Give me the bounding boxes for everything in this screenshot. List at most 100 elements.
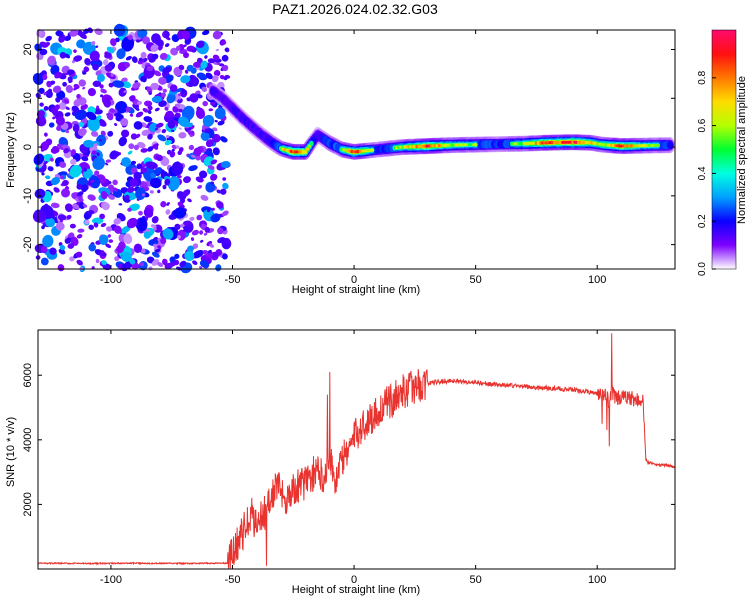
noise-blob [212, 127, 218, 132]
noise-blob [56, 125, 62, 131]
noise-blob [59, 52, 67, 59]
noise-blob [54, 71, 62, 79]
noise-blob [129, 95, 136, 102]
noise-blob [43, 161, 48, 165]
noise-blob [32, 209, 46, 223]
noise-blob [83, 66, 90, 72]
noise-blob [69, 164, 82, 178]
noise-blob [178, 127, 182, 130]
noise-blob [220, 41, 227, 45]
noise-blob [75, 251, 83, 258]
noise-blob [175, 45, 181, 51]
noise-blob [136, 100, 143, 106]
noise-blob [148, 91, 152, 95]
noise-blob [135, 217, 148, 232]
noise-blob [152, 143, 159, 149]
noise-blob [189, 93, 199, 103]
noise-blob [222, 177, 227, 181]
noise-blob [170, 129, 175, 132]
noise-blob [89, 50, 100, 62]
noise-blob [171, 148, 175, 152]
noise-blob [204, 128, 210, 134]
noise-blob [142, 36, 151, 45]
noise-blob [147, 133, 153, 140]
noise-blob [208, 108, 213, 112]
noise-blob [55, 221, 65, 231]
noise-blob [174, 103, 181, 108]
noise-blob [176, 87, 183, 93]
colorbar-tick-label: 0.4 [697, 166, 708, 180]
noise-blob [212, 74, 219, 83]
noise-blob [200, 60, 208, 69]
colorbar-label: Normalized spectral amplitude [736, 76, 748, 224]
noise-blob [113, 218, 122, 225]
noise-blob [150, 224, 157, 229]
noise-blob [82, 86, 86, 90]
noise-blob [200, 239, 204, 243]
noise-blob [147, 110, 152, 114]
noise-blob [127, 207, 132, 212]
noise-blob [67, 76, 73, 82]
noise-blob [201, 86, 208, 93]
noise-blob [151, 251, 160, 258]
noise-blob [197, 184, 203, 189]
noise-blob [141, 129, 151, 136]
noise-blob [183, 52, 189, 59]
x-tick-label: 100 [588, 274, 606, 286]
noise-blob [141, 75, 147, 83]
noise-blob [107, 130, 114, 137]
noise-blob [58, 248, 66, 255]
noise-blob [215, 264, 222, 272]
noise-blob [72, 203, 80, 210]
noise-blob [64, 235, 68, 239]
noise-blob [175, 145, 180, 149]
noise-blob [118, 203, 123, 206]
noise-blob [161, 258, 168, 266]
noise-blob [125, 55, 132, 61]
noise-blob [154, 107, 160, 112]
noise-blob [112, 80, 125, 88]
noise-blob [133, 171, 142, 181]
noise-blob [43, 91, 47, 96]
snr-frame [37, 329, 676, 570]
noise-blob [61, 179, 69, 187]
noise-blob [109, 108, 116, 113]
noise-blob [169, 84, 178, 92]
spectrogram-x-ticks: -100 -50 0 50 100 [100, 30, 606, 286]
noise-blob [191, 229, 199, 236]
noise-blob [81, 156, 89, 162]
noise-blob [45, 217, 56, 228]
noise-blob [205, 72, 213, 80]
noise-blob [187, 198, 192, 203]
noise-blob [165, 209, 171, 215]
noise-blob [114, 123, 118, 126]
noise-blob [166, 202, 170, 205]
noise-blob [215, 48, 220, 52]
noise-blob [139, 262, 145, 267]
noise-blob [129, 258, 136, 265]
noise-blob [54, 104, 60, 111]
ridge-mark [656, 143, 660, 147]
noise-blob [206, 208, 211, 213]
noise-blob [116, 245, 124, 254]
x-tick-label: 50 [470, 574, 482, 586]
noise-blob [175, 162, 183, 170]
noise-blob [150, 44, 159, 52]
noise-blob [63, 148, 70, 154]
colorbar-tick-label: 0.6 [697, 118, 708, 132]
noise-blob [174, 223, 181, 230]
noise-blob [214, 119, 218, 123]
noise-blob [87, 210, 95, 215]
noise-blob [103, 98, 111, 108]
noise-blob [178, 93, 182, 97]
noise-blob [106, 46, 115, 54]
noise-blob [104, 64, 113, 72]
noise-blob [126, 197, 130, 200]
noise-blob [184, 250, 195, 262]
noise-blob [202, 115, 215, 127]
noise-blob [165, 110, 174, 118]
noise-blob [130, 133, 138, 140]
snr-background [38, 330, 675, 569]
noise-blob [110, 73, 114, 77]
